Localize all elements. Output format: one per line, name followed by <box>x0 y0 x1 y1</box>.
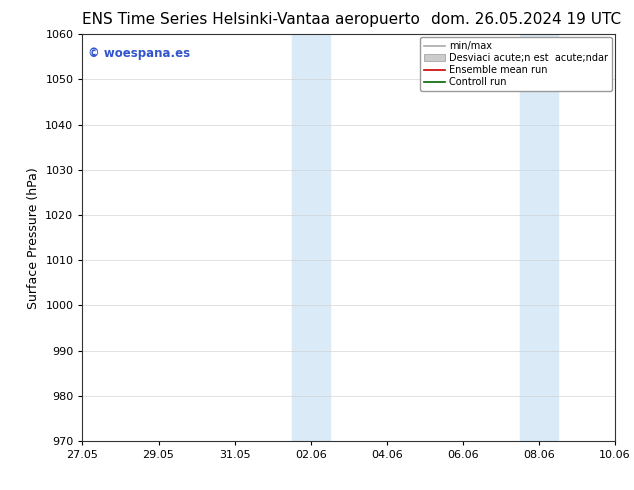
Text: © woespana.es: © woespana.es <box>87 47 190 59</box>
Text: ENS Time Series Helsinki-Vantaa aeropuerto: ENS Time Series Helsinki-Vantaa aeropuer… <box>82 12 420 27</box>
Legend: min/max, Desviaci acute;n est  acute;ndar, Ensemble mean run, Controll run: min/max, Desviaci acute;n est acute;ndar… <box>420 37 612 91</box>
Text: dom. 26.05.2024 19 UTC: dom. 26.05.2024 19 UTC <box>431 12 621 27</box>
Bar <box>292 34 330 441</box>
Bar <box>520 34 558 441</box>
Y-axis label: Surface Pressure (hPa): Surface Pressure (hPa) <box>27 167 40 309</box>
